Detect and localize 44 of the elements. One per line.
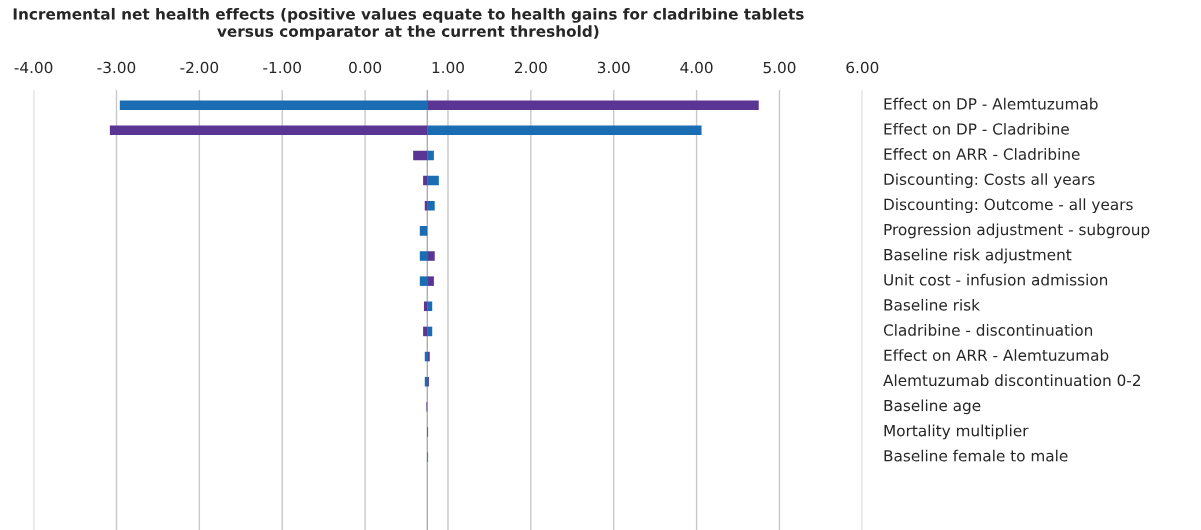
bar [423,175,428,186]
bar [427,276,434,286]
bar [413,150,428,161]
bar [427,150,434,161]
y-tick-label: Alemtuzumab discontinuation 0-2 [883,374,1141,387]
bar [419,276,428,286]
x-tick-label: 6.00 [846,61,879,74]
y-tick-label: Cladribine - discontinuation [883,324,1093,336]
bar [109,125,428,136]
chart-title: Incremental net health effects (positive values equate to health gains for cladribine tablets versus comparator at the current threshold) [13,7,804,40]
y-tick-label: Effect on DP - Alemtuzumab [884,97,1098,110]
bar [419,251,428,261]
bar [423,326,428,337]
x-tick-label: 1.00 [432,61,464,74]
x-tick-label: 4.00 [680,61,713,74]
y-tick-label: Baseline female to male [884,449,1068,462]
y-tick-label: Effect on ARR - Alemtuzumab [884,349,1109,361]
y-tick-label: Discounting: Outcome - all years [884,198,1133,214]
x-tick-label: 2.00 [514,61,547,74]
x-tick-label: 0.00 [349,61,382,74]
x-tick-label: 5.00 [763,61,796,74]
bar [427,125,702,136]
y-tick-label: Unit cost - infusion admission [884,273,1108,286]
y-tick-label: Effect on DP - Cladribine [884,122,1069,135]
x-tick-label: -1.00 [263,61,301,74]
y-tick-label: Baseline risk [884,298,980,311]
bar [119,100,428,110]
bar [427,100,759,110]
y-tick-label: Effect on ARR - Cladribine [884,148,1080,160]
bar [427,251,435,261]
bar [427,200,435,211]
y-tick-label: Mortality multiplier [884,424,1029,440]
bar [419,226,428,236]
y-tick-label: Baseline risk adjustment [884,248,1072,264]
y-tick-label: Discounting: Costs all years [884,173,1095,188]
x-tick-label: -3.00 [97,61,136,74]
bar [427,301,433,312]
x-tick-label: 3.00 [597,61,630,74]
bar [427,175,439,186]
y-tick-label: Baseline age [884,399,981,415]
x-tick-label: -4.00 [14,61,53,74]
y-tick-label: Progression adjustment - subgroup [884,223,1150,239]
bar [427,326,433,337]
x-tick-label: -2.00 [180,61,219,74]
